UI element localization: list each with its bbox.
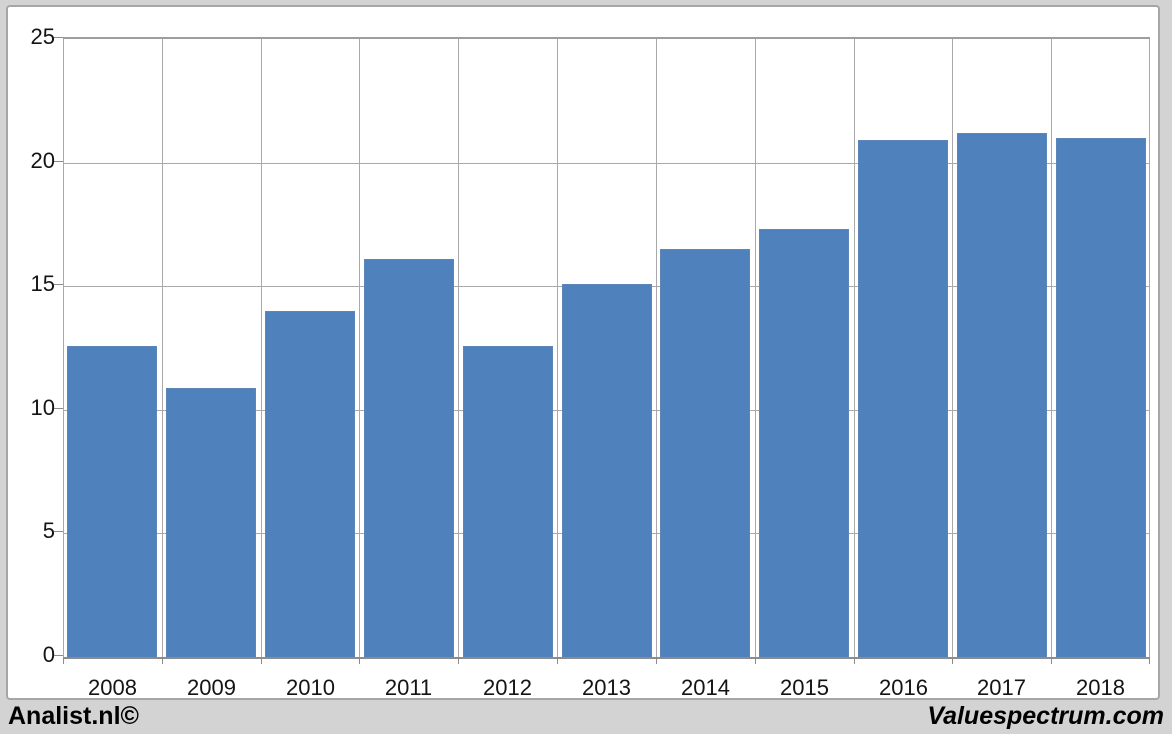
x-tick-mark (656, 657, 657, 664)
source-credit-analist: Analist.nl© (8, 702, 139, 730)
bar-2018 (1056, 138, 1146, 657)
y-tick-label: 0 (42, 642, 55, 667)
bar-2016 (858, 140, 948, 657)
vertical-gridline (952, 39, 953, 657)
vertical-gridline (261, 39, 262, 657)
vertical-gridline (1149, 39, 1150, 657)
vertical-gridline (557, 39, 558, 657)
y-tick-label: 20 (30, 148, 55, 173)
vertical-gridline (458, 39, 459, 657)
x-tick-mark (1149, 657, 1150, 664)
x-tick-label-2008: 2008 (88, 675, 137, 700)
x-tick-mark (557, 657, 558, 664)
x-tick-mark (755, 657, 756, 664)
y-tick-label: 15 (30, 271, 55, 296)
x-tick-mark (854, 657, 855, 664)
x-tick-mark (458, 657, 459, 664)
x-tick-mark (162, 657, 163, 664)
y-tick-mark (54, 531, 63, 532)
y-axis-line (63, 39, 64, 657)
vertical-gridline (854, 39, 855, 657)
bar-2011 (364, 259, 454, 657)
x-tick-label-2015: 2015 (780, 675, 829, 700)
vertical-gridline (656, 39, 657, 657)
x-tick-mark (63, 657, 64, 664)
bar-2014 (660, 249, 750, 657)
x-tick-label-2010: 2010 (286, 675, 335, 700)
bar-2009 (166, 388, 256, 657)
horizontal-gridline (63, 162, 1150, 164)
x-tick-mark (952, 657, 953, 664)
x-tick-label-2014: 2014 (681, 675, 730, 700)
y-tick-label: 5 (42, 518, 55, 543)
y-tick-mark (54, 284, 63, 285)
bar-2008 (67, 346, 157, 657)
x-tick-label-2009: 2009 (187, 675, 236, 700)
x-tick-label-2013: 2013 (582, 675, 631, 700)
y-tick-mark (54, 655, 63, 656)
bar-2010 (265, 311, 355, 657)
x-tick-mark (1051, 657, 1052, 664)
x-tick-mark (359, 657, 360, 664)
y-tick-label: 25 (30, 24, 55, 49)
x-tick-mark (261, 657, 262, 664)
vertical-gridline (1051, 39, 1052, 657)
source-credit-valuespectrum: Valuespectrum.com (927, 702, 1164, 730)
y-tick-mark (54, 161, 63, 162)
bar-2013 (562, 284, 652, 657)
x-tick-label-2018: 2018 (1076, 675, 1125, 700)
x-tick-label-2016: 2016 (879, 675, 928, 700)
vertical-gridline (359, 39, 360, 657)
vertical-gridline (162, 39, 163, 657)
bar-2015 (759, 229, 849, 657)
x-tick-label-2012: 2012 (483, 675, 532, 700)
x-tick-label-2011: 2011 (384, 675, 433, 700)
vertical-gridline (755, 39, 756, 657)
y-tick-label: 10 (30, 395, 55, 420)
bar-2017 (957, 133, 1047, 657)
y-tick-mark (54, 408, 63, 409)
plot-area (63, 37, 1150, 659)
x-tick-label-2017: 2017 (977, 675, 1026, 700)
bar-2012 (463, 346, 553, 657)
chart-panel: 0 5 10 15 20 25 2008 2009 2010 2011 2012 2013 2014 2… (6, 5, 1160, 700)
y-tick-mark (54, 37, 63, 38)
